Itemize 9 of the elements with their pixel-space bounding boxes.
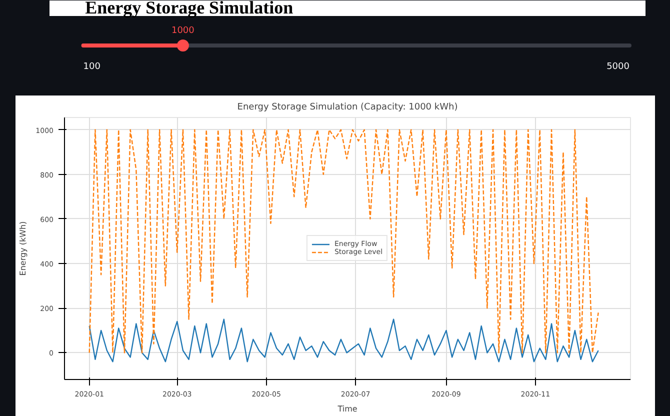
y-axis-title: Energy (kWh)	[18, 221, 28, 276]
line-series	[88, 129, 599, 354]
chart-title: Energy Storage Simulation (Capacity: 1000 kWh)	[237, 102, 458, 112]
x-axis-title: Time	[336, 404, 358, 414]
text: 5000	[606, 62, 630, 72]
text: Energy Storage Simulation	[85, 0, 294, 18]
text: 1000	[171, 26, 195, 36]
line-series	[88, 318, 599, 362]
text: 100	[83, 62, 101, 72]
